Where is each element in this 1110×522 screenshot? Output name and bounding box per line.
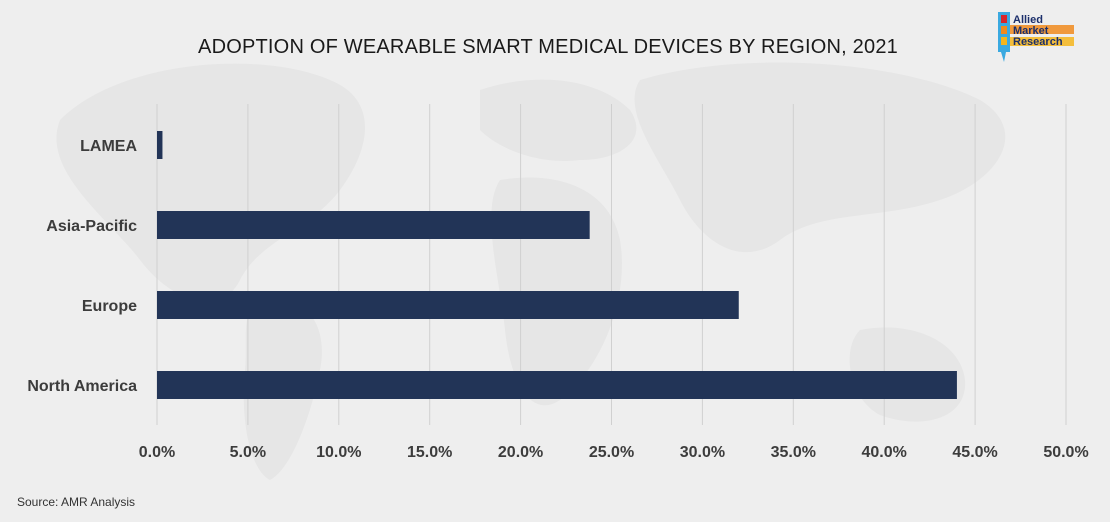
chart-title: ADOPTION OF WEARABLE SMART MEDICAL DEVIC… [198, 36, 898, 58]
x-tick-label: 10.0% [316, 444, 361, 461]
category-labels: LAMEA Asia-Pacific Europe North America [27, 138, 137, 395]
category-label: LAMEA [80, 138, 137, 155]
logo-mark-icon [998, 12, 1074, 62]
bar-lamea [157, 131, 163, 159]
x-tick-labels: 0.0% 5.0% 10.0% 15.0% 20.0% 25.0% 30.0% 35.0% 40… [139, 444, 1089, 461]
company-logo: Allied Market Research [996, 8, 1096, 66]
x-tick-label: 0.0% [139, 444, 175, 461]
x-tick-label: 30.0% [680, 444, 725, 461]
x-tick-label: 45.0% [952, 444, 997, 461]
category-label: North America [27, 378, 137, 395]
x-tick-label: 15.0% [407, 444, 452, 461]
bars [157, 131, 957, 399]
x-tick-label: 40.0% [862, 444, 907, 461]
bar-europe [157, 291, 739, 319]
x-tick-label: 50.0% [1043, 444, 1088, 461]
bar-north-america [157, 371, 957, 399]
x-tick-label: 5.0% [230, 444, 266, 461]
logo-text-research: Research [1013, 36, 1063, 48]
logo-text-allied: Allied [1013, 14, 1043, 26]
category-label: Europe [82, 298, 137, 315]
source-note: Source: AMR Analysis [17, 495, 136, 509]
x-tick-label: 25.0% [589, 444, 634, 461]
x-tick-label: 35.0% [771, 444, 816, 461]
logo-text-market: Market [1013, 25, 1049, 37]
category-label: Asia-Pacific [46, 218, 137, 235]
x-tick-label: 20.0% [498, 444, 543, 461]
bar-asia-pacific [157, 211, 590, 239]
